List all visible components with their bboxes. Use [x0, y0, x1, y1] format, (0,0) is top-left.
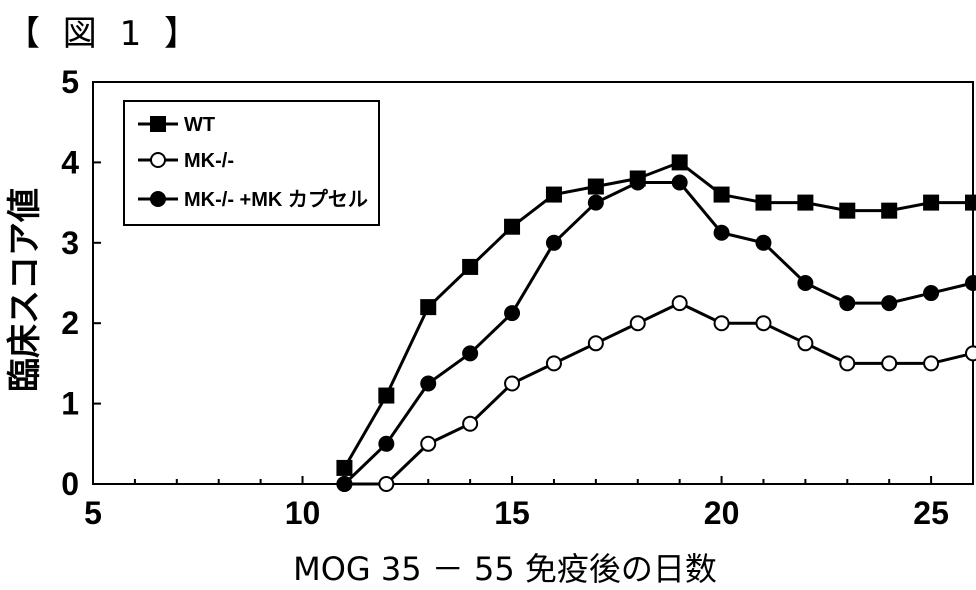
y-tick-label: 0 [61, 466, 79, 502]
data-point-mk-ko [966, 346, 976, 360]
x-tick-label: 10 [285, 495, 321, 531]
y-tick-label: 4 [61, 144, 79, 180]
data-point-mk-ko-capsule [630, 175, 646, 191]
data-point-wt [797, 195, 813, 211]
x-tick-label: 20 [704, 495, 740, 531]
legend-marker-mk-ko-capsule [150, 191, 166, 207]
x-tick-label: 25 [913, 495, 949, 531]
data-point-wt [546, 187, 562, 203]
data-point-mk-ko-capsule [588, 195, 604, 211]
data-point-mk-ko [547, 356, 561, 370]
data-point-wt [755, 195, 771, 211]
data-point-mk-ko-capsule [378, 436, 394, 452]
legend-label-mk-ko: MK-/- [184, 150, 234, 172]
series-line-mk-ko [344, 303, 973, 484]
data-point-wt [462, 259, 478, 275]
data-point-wt [839, 203, 855, 219]
data-point-mk-ko [756, 316, 770, 330]
data-point-wt [965, 195, 976, 211]
x-axis-label: MOG 35 － 55 免疫後の日数 [293, 550, 717, 588]
legend-marker-wt [150, 116, 166, 132]
data-point-mk-ko [631, 316, 645, 330]
data-point-mk-ko [924, 356, 938, 370]
series-mk-ko [337, 296, 976, 491]
data-point-mk-ko-capsule [755, 235, 771, 251]
data-point-mk-ko-capsule [797, 275, 813, 291]
data-point-mk-ko-capsule [839, 295, 855, 311]
data-point-wt [714, 187, 730, 203]
data-point-mk-ko-capsule [504, 305, 520, 321]
data-point-mk-ko [463, 417, 477, 431]
y-axis-label: 臨床スコア値 [5, 188, 45, 392]
x-tick-label: 15 [494, 495, 530, 531]
data-point-mk-ko [715, 316, 729, 330]
data-point-mk-ko-capsule [714, 225, 730, 241]
data-point-mk-ko [673, 296, 687, 310]
data-point-mk-ko-capsule [881, 295, 897, 311]
x-tick-label: 5 [84, 495, 102, 531]
data-point-wt [504, 219, 520, 235]
data-point-wt [420, 299, 436, 315]
y-axis: 0 1 2 3 4 5 [61, 64, 101, 502]
data-point-wt [923, 195, 939, 211]
y-tick-label: 3 [61, 225, 79, 261]
series-group [336, 154, 976, 492]
data-point-mk-ko-capsule [462, 345, 478, 361]
y-tick-label: 2 [61, 305, 79, 341]
data-point-mk-ko [421, 437, 435, 451]
legend-label-wt: WT [184, 114, 215, 136]
legend-marker-mk-ko [151, 153, 165, 167]
data-point-wt [336, 460, 352, 476]
series-line-wt [344, 162, 973, 468]
data-point-mk-ko [882, 356, 896, 370]
data-point-mk-ko-capsule [965, 275, 976, 291]
data-point-wt [672, 154, 688, 170]
legend: WT MK-/- MK-/- +MK カプセル [124, 101, 379, 225]
data-point-mk-ko [840, 356, 854, 370]
data-point-mk-ko [798, 336, 812, 350]
data-point-wt [588, 179, 604, 195]
data-point-mk-ko [505, 377, 519, 391]
y-tick-label: 5 [61, 64, 79, 100]
data-point-mk-ko [379, 477, 393, 491]
data-point-wt [881, 203, 897, 219]
data-point-mk-ko-capsule [923, 285, 939, 301]
y-tick-label: 1 [61, 386, 79, 422]
data-point-mk-ko-capsule [672, 175, 688, 191]
legend-label-mk-ko-capsule: MK-/- +MK カプセル [184, 188, 368, 211]
data-point-mk-ko-capsule [336, 476, 352, 492]
data-point-mk-ko-capsule [420, 376, 436, 392]
data-point-mk-ko [589, 336, 603, 350]
data-point-wt [378, 388, 394, 404]
data-point-mk-ko-capsule [546, 235, 562, 251]
